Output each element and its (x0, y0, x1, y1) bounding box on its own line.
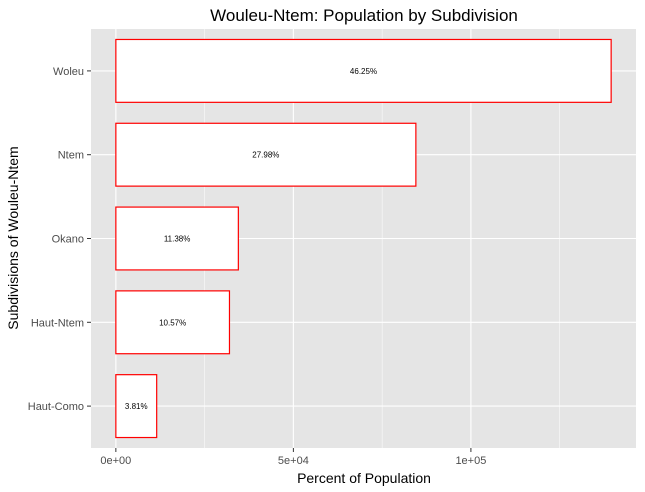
chart-title: Wouleu-Ntem: Population by Subdivision (210, 6, 518, 25)
data-label: 3.81% (125, 402, 148, 411)
data-labels: 3.81% 10.57% 11.38% 27.98% 46.25% (125, 67, 377, 411)
bars (115, 38, 612, 439)
y-tick-label: Okano (52, 234, 84, 246)
data-label: 46.25% (350, 67, 377, 76)
x-tick-label: 1e+05 (455, 455, 486, 467)
data-label: 11.38% (164, 235, 191, 244)
y-axis-title: Subdivisions of Wouleu-Ntem (5, 146, 21, 329)
axes: Haut-Como Haut-Ntem Okano Ntem Woleu 0e+00 5e+… (28, 66, 487, 467)
bar-ntem (115, 122, 417, 187)
bar-woleu (115, 38, 612, 103)
x-tick-label: 5e+04 (278, 455, 309, 467)
x-axis-title: Percent of Population (297, 470, 431, 486)
y-tick-label: Haut-Como (28, 401, 84, 413)
bar-okano (115, 206, 239, 271)
y-tick-label: Haut-Ntem (31, 317, 84, 329)
y-tick-label: Ntem (58, 150, 84, 162)
x-tick-label: 0e+00 (100, 455, 131, 467)
bar-haut-como (115, 374, 158, 439)
y-tick-label: Woleu (53, 66, 84, 78)
data-label: 10.57% (159, 318, 186, 327)
data-label: 27.98% (252, 151, 279, 160)
bar-haut-ntem (115, 290, 231, 355)
